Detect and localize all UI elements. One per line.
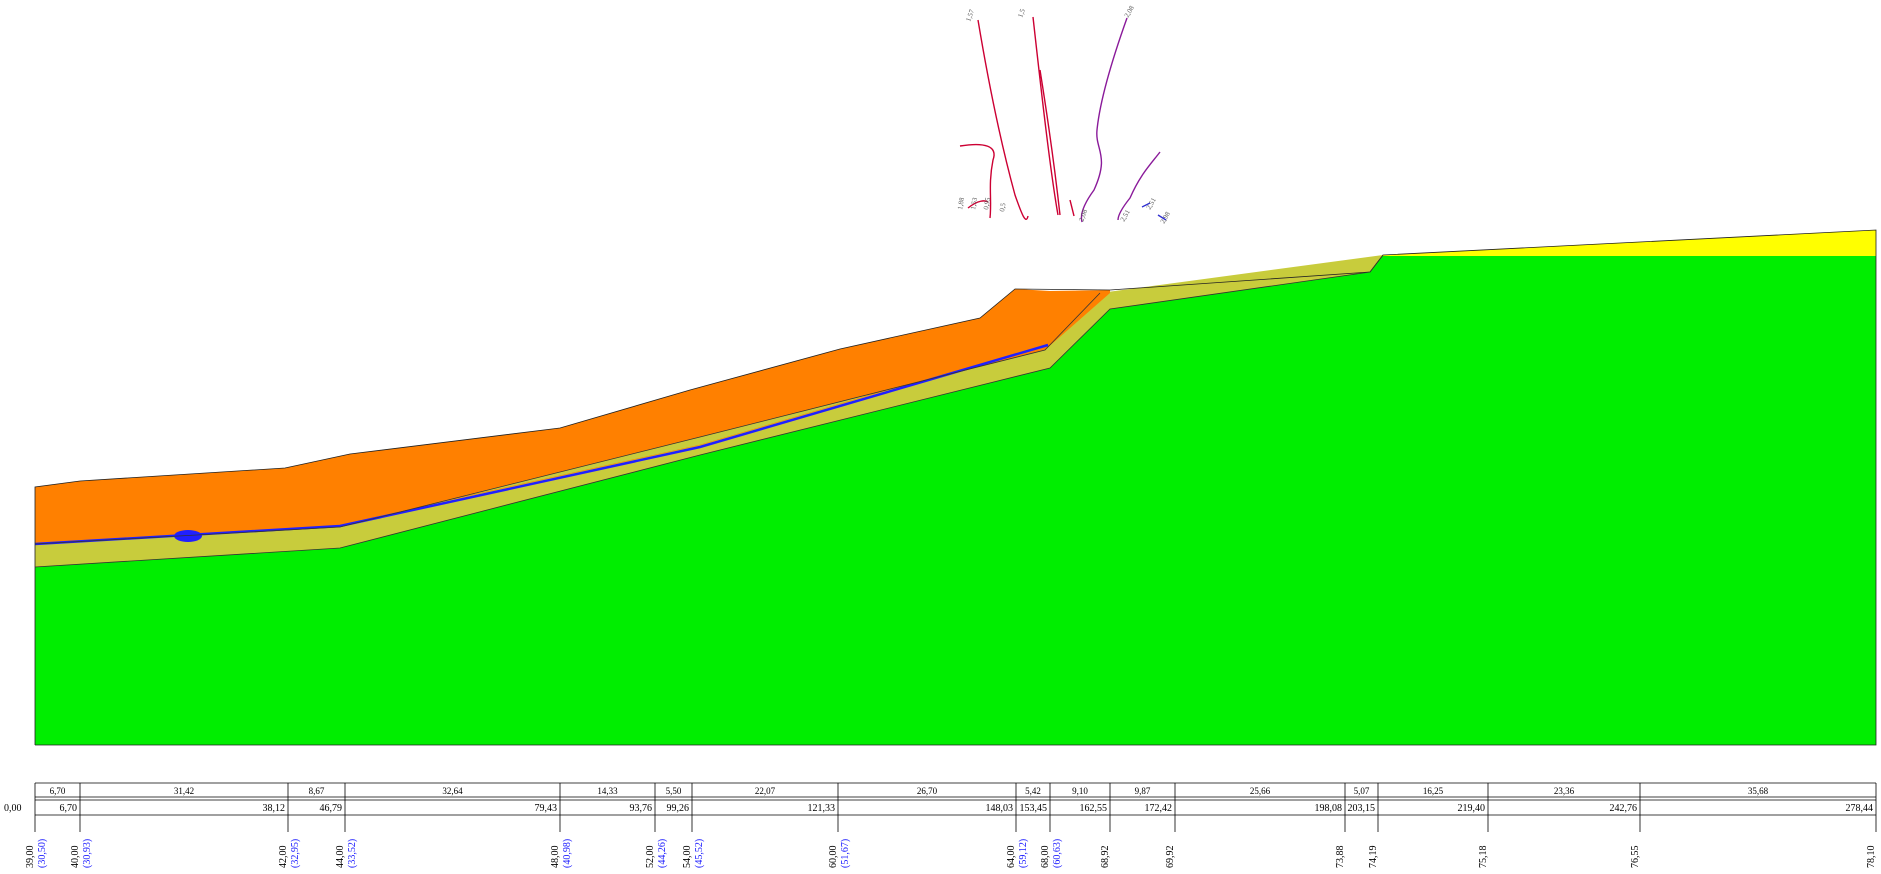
elevation-value: 64,00 <box>1006 846 1017 869</box>
layer-boundary-2 <box>34 292 1101 545</box>
segment-length: 5,50 <box>666 786 682 796</box>
water-level-value: (45,52) <box>694 839 705 868</box>
cumulative-distance: 99,26 <box>667 803 690 814</box>
elevation-value: 39,00 <box>25 846 36 869</box>
final-elevation: 78,10 <box>1866 846 1877 869</box>
isoline-5 <box>967 200 989 209</box>
layer-boundary <box>34 254 1384 568</box>
segment-length: 35,68 <box>1748 786 1769 796</box>
water-pocket <box>174 530 202 542</box>
elevation-value: 42,00 <box>278 846 289 869</box>
isoline-label: 1,53 <box>969 196 979 210</box>
cumulative-distance: 6,70 <box>60 803 78 814</box>
segment-length: 26,70 <box>917 786 938 796</box>
elevation-value: 40,00 <box>70 846 81 869</box>
water-level-value: (59,12) <box>1018 839 1029 868</box>
water-level-value: (44,26) <box>657 839 668 868</box>
segment-length: 9,87 <box>1135 786 1151 796</box>
elevation-value: 52,00 <box>645 846 656 869</box>
elevation-value: 44,00 <box>335 846 346 869</box>
isolines: 1,57 1,5 2,081,88 1,53 0,95 0,52,08 2,512,512,… <box>956 4 1172 225</box>
elevation-value: 76,55 <box>1630 846 1641 869</box>
isoline-10 <box>1157 214 1167 221</box>
cumulative-distance: 79,43 <box>535 803 558 814</box>
segment-length: 23,36 <box>1554 786 1575 796</box>
elevation-value: 69,92 <box>1165 846 1176 869</box>
start-cumulative: 0,00 <box>4 803 22 814</box>
elevation-value: 68,00 <box>1040 846 1051 869</box>
segment-length: 14,33 <box>597 786 618 796</box>
cumulative-distance: 198,08 <box>1315 803 1343 814</box>
isoline-label: 2,51 <box>1145 196 1158 211</box>
isoline-label: 2,08 <box>1123 4 1136 19</box>
bedrock-outline <box>34 229 1877 746</box>
isoline-4 <box>959 143 995 219</box>
cumulative-distance: 203,15 <box>1348 803 1376 814</box>
elevation-value: 60,00 <box>828 846 839 869</box>
elevation-value: 74,19 <box>1368 846 1379 869</box>
isoline-label: 2,08 <box>1077 208 1089 223</box>
segment-length: 22,07 <box>755 786 776 796</box>
cumulative-distance: 121,33 <box>808 803 836 814</box>
cumulative-distance: 38,12 <box>263 803 286 814</box>
segment-length: 6,70 <box>50 786 66 796</box>
cumulative-distance: 148,03 <box>986 803 1014 814</box>
isoline-label: 1,5 <box>1016 7 1027 18</box>
water-level-value: (40,98) <box>562 839 573 868</box>
segment-length: 25,66 <box>1250 786 1271 796</box>
cumulative-distance: 172,42 <box>1145 803 1173 814</box>
isoline-9 <box>1141 202 1151 208</box>
isoline-label: 1,88 <box>956 196 966 210</box>
segment-length: 9,10 <box>1072 786 1088 796</box>
isoline-label: 0,95 <box>982 196 992 210</box>
cumulative-distance: 278,44 <box>1846 803 1874 814</box>
soil-layers <box>34 229 1877 746</box>
segment-length: 5,07 <box>1354 786 1370 796</box>
cumulative-distance: 93,76 <box>630 803 653 814</box>
isoline-3 <box>1080 17 1128 223</box>
segment-length: 16,25 <box>1423 786 1444 796</box>
water-level-value: (51,67) <box>840 839 851 868</box>
segment-length: 5,42 <box>1025 786 1041 796</box>
cumulative-distance: 153,45 <box>1020 803 1048 814</box>
isoline-6 <box>1039 69 1061 216</box>
segment-length: 32,64 <box>442 786 463 796</box>
elevation-value: 73,88 <box>1335 846 1346 869</box>
isoline-7 <box>1069 199 1075 217</box>
profile-table: 0,00 6,70 6,70 39,00 (30,50) 31,42 38,12 40,00… <box>4 782 1877 869</box>
elevation-value: 68,92 <box>1100 846 1111 869</box>
fill-layer <box>35 289 1110 544</box>
water-level-value: (32,95) <box>290 839 301 868</box>
isoline-2 <box>1032 16 1059 216</box>
cumulative-distance: 242,76 <box>1610 803 1638 814</box>
elevation-value: 54,00 <box>682 846 693 869</box>
isoline-label: 2,98 <box>1159 210 1172 225</box>
segment-length: 31,42 <box>174 786 194 796</box>
segment-length: 8,67 <box>309 786 325 796</box>
cumulative-distance: 162,55 <box>1080 803 1108 814</box>
elevation-value: 75,18 <box>1478 846 1489 869</box>
cumulative-distance: 219,40 <box>1458 803 1486 814</box>
water-level-value: (30,50) <box>37 839 48 868</box>
isoline-1 <box>977 19 1029 221</box>
water-level-value: (33,52) <box>347 839 358 868</box>
water-level-value: (60,63) <box>1052 839 1063 868</box>
water-level-value: (30,93) <box>82 839 93 868</box>
isoline-label: 0,5 <box>998 202 1007 212</box>
weathered-layer <box>35 255 1383 567</box>
bedrock-layer <box>35 255 1876 745</box>
isoline-label: 1,57 <box>964 8 976 23</box>
isoline-8 <box>1117 151 1161 221</box>
elevation-value: 48,00 <box>550 846 561 869</box>
cumulative-distance: 46,79 <box>320 803 343 814</box>
